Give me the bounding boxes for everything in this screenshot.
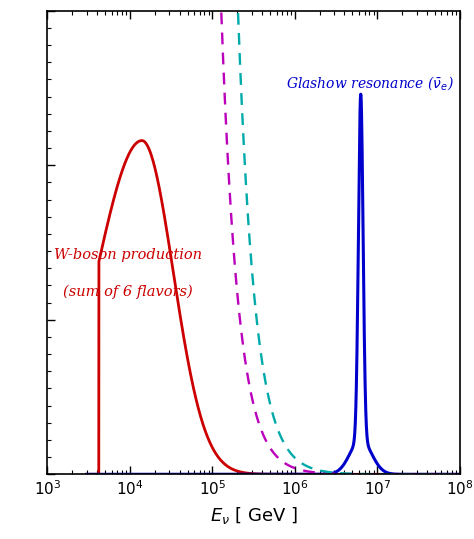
Text: W-boson production: W-boson production bbox=[54, 248, 202, 262]
Text: (sum of 6 flavors): (sum of 6 flavors) bbox=[63, 285, 193, 299]
Text: Glashow resonance ($\bar{\nu}_e$): Glashow resonance ($\bar{\nu}_e$) bbox=[286, 74, 454, 92]
X-axis label: $E_\nu$ [ GeV ]: $E_\nu$ [ GeV ] bbox=[210, 505, 298, 526]
